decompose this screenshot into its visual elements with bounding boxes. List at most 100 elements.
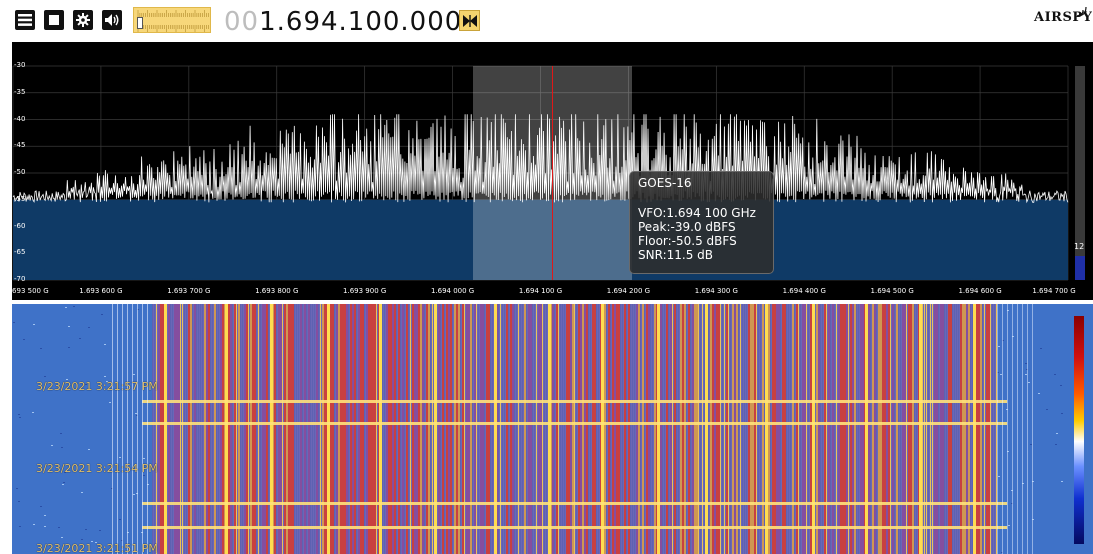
waterfall-signal-column [200, 304, 201, 554]
frequency-digits[interactable]: 1.694.100.000 [259, 7, 463, 37]
waterfall-noise-speck [88, 449, 90, 450]
waterfall-signal-column [178, 304, 180, 554]
bowtie-center-icon[interactable] [459, 10, 480, 31]
waterfall-signal-column [776, 304, 778, 554]
waterfall-signal-column [416, 304, 418, 554]
waterfall-signal-column [818, 304, 820, 554]
waterfall-signal-column [186, 304, 187, 554]
waterfall-noise-speck [998, 346, 1000, 347]
waterfall-signal-column [284, 304, 286, 554]
speaker-icon[interactable] [102, 10, 122, 30]
waterfall-signal-column [256, 304, 257, 554]
waterfall-signal-column [508, 304, 509, 554]
waterfall-noise-speck [66, 379, 68, 380]
waterfall-signal-column [390, 304, 392, 554]
waterfall-signal-column [310, 304, 311, 554]
waterfall-signal-column [758, 304, 759, 554]
waterfall-signal-column [870, 304, 871, 554]
y-tick-label: -35 [14, 87, 26, 96]
waterfall-signal-column [428, 304, 430, 554]
stop-icon[interactable] [44, 10, 64, 30]
waterfall-signal-column [668, 304, 669, 554]
hamburger-menu-icon[interactable] [15, 10, 35, 30]
tooltip-signal-name: GOES-16 [638, 176, 692, 190]
spectrum-display[interactable]: -30 -35 -40 -45 -50 -55 -60 -65 -70 1.693 500 G 1… [5, 42, 1093, 300]
waterfall-signal-column [350, 304, 352, 554]
waterfall-signal-column [908, 304, 910, 554]
x-tick-label: 1.693 600 G [79, 287, 123, 295]
waterfall-edge-line [1002, 304, 1003, 554]
waterfall-signal-column [794, 304, 795, 554]
waterfall-timestamp: 3/23/2021 3:21:54 PM [36, 462, 158, 475]
waterfall-noise-speck [998, 476, 1000, 477]
signal-level-value: 12 [1074, 242, 1085, 251]
waterfall-edge-line [112, 304, 113, 554]
waterfall-signal-column [334, 304, 335, 554]
waterfall-noise-speck [1028, 382, 1030, 383]
waterfall-signal-column [948, 304, 950, 554]
waterfall-signal-column [646, 304, 648, 554]
waterfall-signal-column [842, 304, 844, 554]
waterfall-signal-column [188, 304, 190, 554]
waterfall-signal-column [230, 304, 232, 554]
waterfall-signal-column [288, 304, 290, 554]
waterfall-signal-column [470, 304, 472, 554]
waterfall-signal-column [690, 304, 691, 554]
x-tick-label: 1.694 000 G [430, 287, 475, 295]
waterfall-signal-column [688, 304, 690, 554]
waterfall-signal-column [220, 304, 222, 554]
x-tick-label: 1.694 300 G [694, 287, 738, 295]
waterfall-signal-column [806, 304, 807, 554]
gear-icon[interactable] [73, 10, 93, 30]
waterfall-signal-column [830, 304, 831, 554]
waterfall-signal-column [932, 304, 933, 554]
waterfall-signal-column [652, 304, 653, 554]
waterfall-signal-column [622, 304, 623, 554]
y-tick-label: -55 [14, 194, 26, 203]
waterfall-signal-column [618, 304, 620, 554]
volume-slider[interactable] [133, 7, 211, 33]
waterfall-signal-column [802, 304, 804, 554]
waterfall-signal-column [748, 304, 750, 554]
waterfall-signal-column [206, 304, 208, 554]
waterfall-signal-column [568, 304, 570, 554]
waterfall-signal-column [464, 304, 465, 554]
vfo-center-line[interactable] [552, 66, 553, 280]
waterfall-signal-column [488, 304, 490, 554]
waterfall-signal-column [816, 304, 818, 554]
waterfall-signal-column [964, 304, 966, 554]
waterfall-signal-column [408, 304, 409, 554]
waterfall-signal-column [778, 304, 780, 554]
waterfall-signal-column [530, 304, 532, 554]
waterfall-strong-carrier [434, 304, 437, 554]
waterfall-signal-column [614, 304, 616, 554]
waterfall-signal-column [180, 304, 181, 554]
waterfall-signal-column [514, 304, 515, 554]
waterfall-signal-column [736, 304, 738, 554]
volume-slider-thumb[interactable] [137, 17, 143, 29]
waterfall-signal-column [610, 304, 611, 554]
waterfall-signal-column [218, 304, 219, 554]
waterfall-signal-column [714, 304, 716, 554]
waterfall-signal-column [708, 304, 709, 554]
waterfall-signal-column [290, 304, 292, 554]
waterfall-signal-column [966, 304, 968, 554]
waterfall-signal-column [522, 304, 523, 554]
waterfall-signal-column [700, 304, 701, 554]
waterfall-noise-speck [1046, 409, 1048, 410]
waterfall-edge-line [127, 304, 128, 554]
waterfall-signal-column [624, 304, 626, 554]
waterfall-signal-column [664, 304, 665, 554]
waterfall-signal-column [904, 304, 906, 554]
waterfall-signal-column [992, 304, 993, 554]
waterfall-noise-speck [68, 326, 70, 327]
frequency-display[interactable]: 001.694.100.000 [224, 7, 462, 37]
waterfall-signal-column [302, 304, 303, 554]
waterfall-signal-column [770, 304, 771, 554]
waterfall-signal-column [838, 304, 840, 554]
waterfall-noise-speck [135, 413, 137, 414]
waterfall-display[interactable]: 3/23/2021 3:21:57 PM 3/23/2021 3:21:54 P… [12, 304, 1093, 554]
waterfall-signal-column [840, 304, 842, 554]
waterfall-signal-column [258, 304, 259, 554]
frequency-leading-digits[interactable]: 00 [224, 7, 260, 37]
